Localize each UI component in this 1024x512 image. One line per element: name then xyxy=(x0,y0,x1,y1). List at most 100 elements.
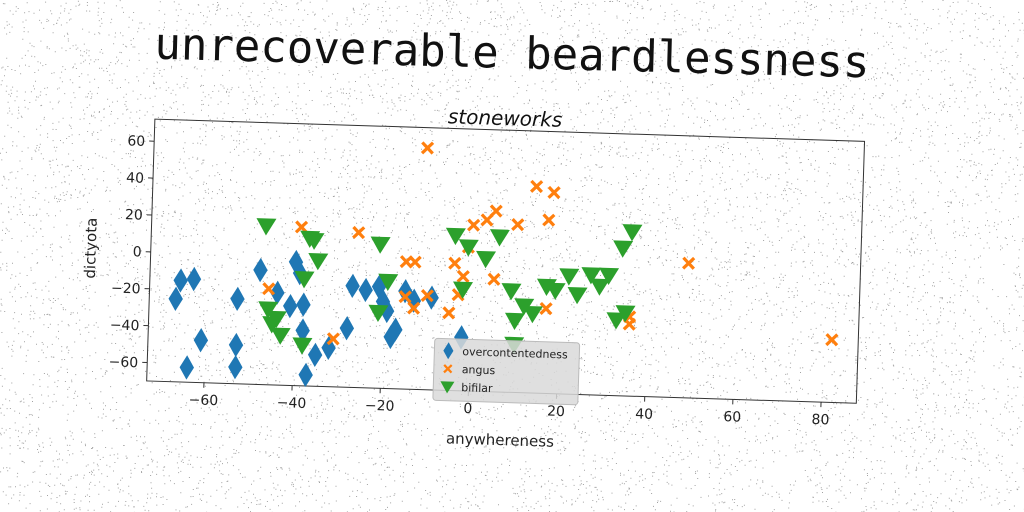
overcontentedness-point xyxy=(295,318,310,343)
angus-point xyxy=(682,256,696,270)
bifilar-point xyxy=(458,239,479,257)
bifilar-point xyxy=(378,273,399,291)
x-tick-label: 80 xyxy=(811,412,829,429)
x-tick-label: −20 xyxy=(365,398,395,415)
bifilar-point xyxy=(559,268,580,286)
angus-point xyxy=(442,306,456,320)
overcontentedness-point xyxy=(282,293,298,319)
bifilar-point xyxy=(270,327,291,345)
bifilar-point xyxy=(501,283,522,301)
bifilar-point xyxy=(256,218,277,236)
bifilar-point xyxy=(545,282,566,300)
bifilar-point xyxy=(292,337,313,355)
legend-box xyxy=(432,337,581,406)
legend-label-angus: angus xyxy=(462,363,496,377)
angus-point xyxy=(529,179,544,194)
angus-point xyxy=(511,218,525,232)
y-tick-label: 60 xyxy=(127,133,145,150)
chart-subtitle: stoneworks xyxy=(448,104,563,132)
overcontentedness-point xyxy=(296,292,311,317)
bifilar-point xyxy=(453,281,474,299)
angus-point xyxy=(825,333,839,347)
angus-point xyxy=(294,220,309,234)
overcontentedness-point xyxy=(288,249,304,275)
y-tick-label: 20 xyxy=(125,207,143,224)
x-tick-label: −60 xyxy=(188,392,218,409)
y-tick-label: 40 xyxy=(126,170,144,187)
angus-point xyxy=(622,317,636,331)
bifilar-point xyxy=(266,310,287,329)
bifilar-point xyxy=(476,250,497,269)
x-axis-label: anywhereness xyxy=(446,429,555,450)
overcontentedness-point xyxy=(345,273,360,299)
angus-point xyxy=(547,185,561,200)
legend: overcontentedness angus bifilar xyxy=(432,337,581,406)
x-tick-label: −40 xyxy=(277,395,307,412)
angus-point xyxy=(480,213,494,227)
bifilar-point xyxy=(581,267,602,285)
angus-point xyxy=(456,269,470,284)
legend-label-overcontentedness: overcontentedness xyxy=(462,345,568,361)
overcontentedness-point xyxy=(230,286,245,312)
angus-point xyxy=(467,218,481,232)
overcontentedness-point xyxy=(173,268,188,293)
overcontentedness-point xyxy=(307,342,323,368)
legend-label-bifilar: bifilar xyxy=(461,381,493,395)
y-tick-label: −60 xyxy=(108,354,138,371)
angus-point xyxy=(487,272,501,286)
overcontentedness-point xyxy=(186,266,202,292)
bifilar-point xyxy=(613,240,634,258)
bifilar-point xyxy=(615,305,636,323)
angus-point xyxy=(448,256,462,270)
bifilar-point xyxy=(589,278,610,296)
angus-point xyxy=(408,255,422,269)
bifilar-point xyxy=(504,312,525,331)
legend-marker-bifilar xyxy=(440,381,455,394)
y-tick-label: −20 xyxy=(111,281,141,298)
bifilar-point xyxy=(489,229,510,247)
overcontentedness-point xyxy=(228,354,243,380)
angus-point xyxy=(262,282,276,296)
x-tick-label: 0 xyxy=(463,401,472,417)
y-tick-label: −40 xyxy=(110,317,140,334)
angus-point xyxy=(398,290,412,304)
bifilar-point xyxy=(304,232,325,250)
angus-point xyxy=(542,213,556,227)
angus-point xyxy=(420,288,434,303)
angus-point xyxy=(326,332,340,346)
overcontentedness-point xyxy=(179,355,194,380)
overcontentedness-point xyxy=(168,286,183,311)
legend-marker-angus xyxy=(443,364,453,374)
bifilar-point xyxy=(294,271,315,289)
overcontentedness-point xyxy=(388,317,403,342)
x-tick-label: 40 xyxy=(635,406,653,423)
overcontentedness-point xyxy=(193,328,209,353)
overcontentedness-point xyxy=(298,362,313,388)
x-tick-label: 60 xyxy=(723,409,741,426)
bifilar-point xyxy=(368,304,389,323)
overcontentedness-point xyxy=(253,257,268,283)
bifilar-point xyxy=(622,224,643,242)
overcontentedness-point xyxy=(228,332,244,358)
bifilar-point xyxy=(522,305,543,324)
bifilar-point xyxy=(445,227,466,246)
angus-point xyxy=(420,141,435,155)
overcontentedness-point xyxy=(379,298,395,324)
bifilar-point xyxy=(606,312,627,330)
legend-marker-overcontentedness xyxy=(443,342,454,360)
bifilar-point xyxy=(599,267,620,285)
overcontentedness-point xyxy=(424,285,439,310)
bifilar-point xyxy=(370,236,391,254)
bifilar-point xyxy=(258,301,279,319)
y-axis-label: dictyota xyxy=(81,217,101,278)
angus-point xyxy=(352,225,366,240)
bifilar-point xyxy=(308,253,329,271)
overcontentedness-point xyxy=(270,280,285,305)
overcontentedness-point xyxy=(358,277,373,303)
x-tick-label: 20 xyxy=(547,404,565,421)
y-tick-label: 0 xyxy=(133,244,142,260)
angus-point xyxy=(539,301,553,316)
angus-point xyxy=(407,301,421,315)
bifilar-point xyxy=(567,286,588,305)
